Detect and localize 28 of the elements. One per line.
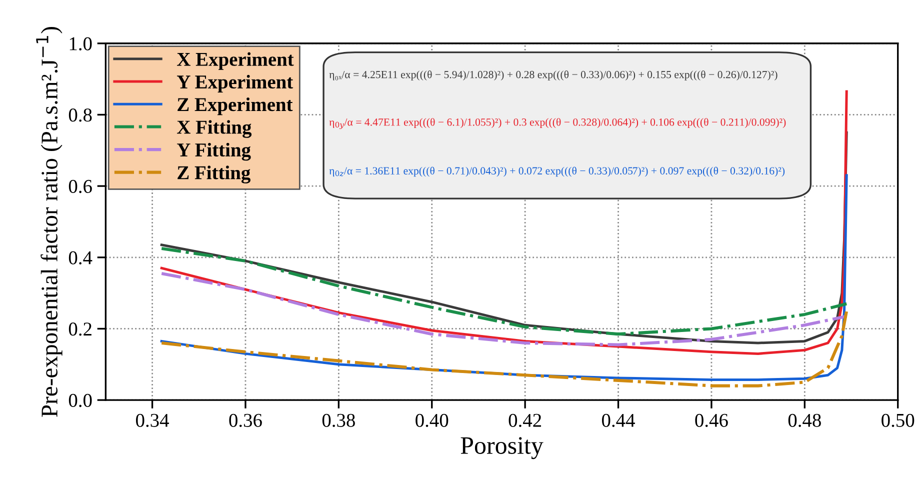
x-tick-label: 0.40 xyxy=(416,414,448,428)
x-tick-label: 0.42 xyxy=(508,414,542,428)
y-tick-label: 1.0 xyxy=(70,37,92,50)
x-tick-label: 0.50 xyxy=(882,414,914,428)
legend-label: Y Fitting xyxy=(177,142,251,161)
line-series xyxy=(160,246,848,336)
y-tick-label: 0.2 xyxy=(68,322,92,336)
y-tick-label: 0.0 xyxy=(68,394,92,408)
y-tick-label: 0.4 xyxy=(68,251,92,264)
annotation: η$_{0z}$/α = 1.36E11 exp(((θ − 0.71)/0.043)²) + 0.072 exp(((θ − 0.33)/0.057)²) + 0.097 exp(((θ − 0.32)/0.16)²) xyxy=(329,166,785,177)
x-axis-title: Porosity xyxy=(460,437,544,460)
x-tick-label: 0.44 xyxy=(602,414,635,428)
y-axis-title: Pre-exponential factor ratio (Pa.s.m².J$^{−1}$) xyxy=(36,27,62,417)
x-tick-label: 0.46 xyxy=(695,414,728,428)
annotation: η₀ₓ/α = 4.25E11 exp(((θ − 5.94)/1.028)²) + 0.28 exp(((θ − 0.33)/0.06)²) + 0.155 exp(((θ − 0.26)/0.127)²) xyxy=(329,70,778,80)
legend-label: Z Experiment xyxy=(178,97,293,116)
legend-label: X Fitting xyxy=(177,120,252,138)
x-tick-label: 0.36 xyxy=(229,414,262,428)
annotation: η$_{0y}$/α = 4.47E11 exp(((θ − 6.1)/1.055)²) + 0.3 exp(((θ − 0.328)/0.064)²) + 0.106 exp(((θ − 0.211)/0.099)²) xyxy=(329,118,786,130)
x-tick-label: 0.48 xyxy=(788,414,821,428)
y-tick-label: 0.6 xyxy=(68,180,92,194)
x-tick-label: 0.34 xyxy=(136,414,169,428)
line-series xyxy=(160,309,848,388)
legend-label: Z Fitting xyxy=(178,166,250,184)
legend-label: Y Experiment xyxy=(177,74,294,92)
legend-label: X Experiment xyxy=(177,52,294,70)
x-tick-label: 0.38 xyxy=(322,414,355,428)
y-tick-label: 0.8 xyxy=(68,108,92,122)
